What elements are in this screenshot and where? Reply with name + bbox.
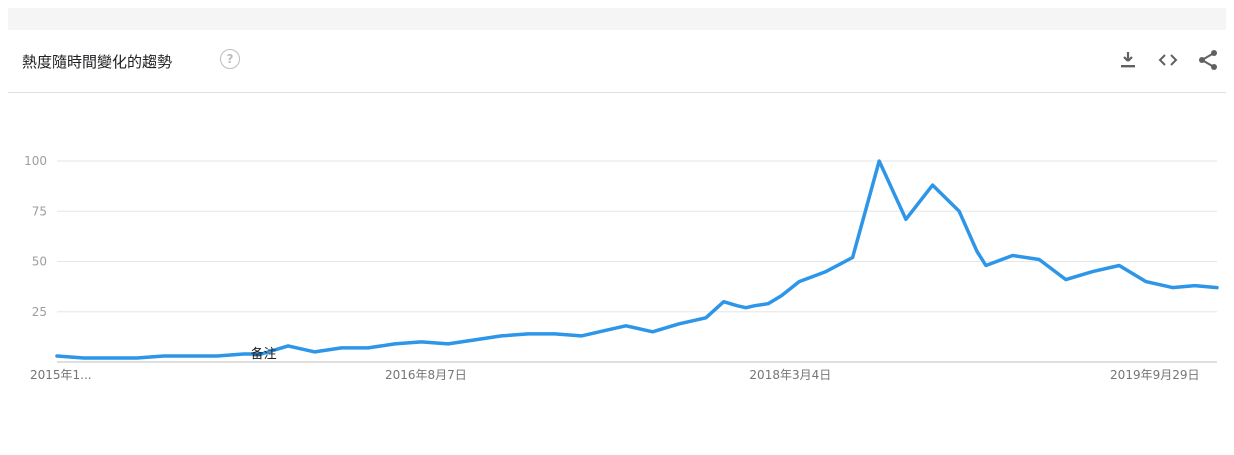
- y-tick-label: 75: [32, 204, 47, 218]
- x-tick-label: 2019年9月29日: [1110, 368, 1199, 382]
- y-tick-label: 100: [24, 154, 47, 168]
- chart-title: 熱度隨時間變化的趨勢: [22, 53, 173, 71]
- x-tick-label: 2015年1...: [30, 368, 92, 382]
- chart-header: 熱度隨時間變化的趨勢 ?: [8, 30, 1226, 93]
- top-band: [8, 8, 1226, 30]
- y-tick-label: 25: [32, 305, 47, 319]
- series-layer: [55, 159, 1219, 360]
- download-icon[interactable]: [1116, 48, 1140, 72]
- x-tick-label: 2016年8月7日: [385, 368, 467, 382]
- y-axis-ticks: 100 75 50 25: [24, 154, 47, 319]
- x-tick-label: 2018年3月4日: [749, 368, 831, 382]
- y-tick-label: 50: [32, 255, 47, 269]
- annotation-layer: 备注: [251, 346, 277, 362]
- annotation-label[interactable]: 备注: [251, 346, 277, 362]
- embed-icon[interactable]: [1156, 48, 1180, 72]
- x-axis-ticks: 2015年1... 2016年8月7日 2018年3月4日 2019年9月29日: [30, 368, 1200, 382]
- gridlines: [57, 160, 1217, 363]
- share-icon[interactable]: [1196, 48, 1220, 72]
- help-icon[interactable]: ?: [220, 49, 240, 69]
- series-line: [55, 159, 1219, 360]
